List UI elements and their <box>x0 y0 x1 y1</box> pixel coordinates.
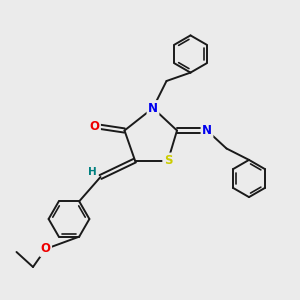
Text: H: H <box>88 167 97 177</box>
Text: O: O <box>89 119 100 133</box>
Text: S: S <box>164 154 172 167</box>
Text: N: N <box>202 124 212 137</box>
Text: N: N <box>148 101 158 115</box>
Text: O: O <box>40 242 51 256</box>
